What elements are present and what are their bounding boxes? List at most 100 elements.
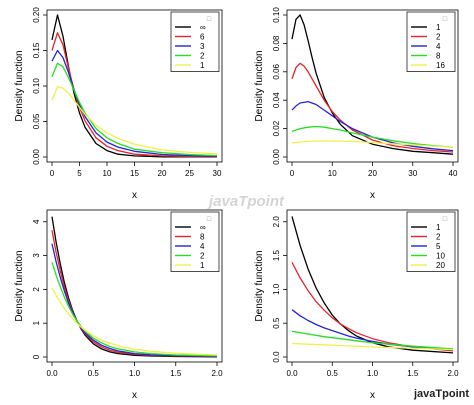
y-tick-label: 1.5: [272, 249, 281, 261]
y-tick-label: 4: [32, 219, 41, 224]
y-tick-label: 0.06: [272, 63, 281, 79]
legend-entry: 2: [436, 233, 441, 242]
y-axis-label: Density function: [254, 50, 265, 121]
x-tick-label: 1.0: [129, 369, 141, 378]
legend-entry: 20: [436, 261, 445, 270]
series-line-1: [51, 86, 218, 155]
y-tick-label: 0.0: [272, 351, 281, 363]
x-axis-label: x: [370, 190, 375, 201]
y-tick-label: 0.15: [32, 42, 41, 58]
series-line-6: [51, 32, 218, 158]
series-line-2: [291, 262, 454, 352]
series-line-2: [51, 62, 218, 157]
chart-panel-top-left: 0 5 10 15 20 25 30 0.00 0.05 0.10 0.15 0.20 x Density…: [14, 7, 223, 201]
legend-entry: 4: [200, 242, 205, 251]
series-line-4: [51, 243, 218, 357]
series-line-16: [291, 140, 454, 148]
x-tick-label: 0: [50, 169, 55, 178]
series-line-3: [51, 49, 218, 157]
y-tick-label: 0.00: [32, 149, 41, 165]
x-tick-label: 0.0: [46, 369, 58, 378]
legend-entry: ∞: [200, 23, 206, 32]
legend-entry: 2: [200, 52, 205, 61]
y-tick-label: 1: [32, 320, 41, 325]
legend-entry: 2: [436, 33, 441, 42]
legend-entry: 1: [200, 61, 205, 70]
x-tick-label: 0: [290, 169, 295, 178]
y-tick-label: 2.0: [272, 216, 281, 228]
legend-box: [170, 11, 220, 72]
y-tick-label: 0: [32, 354, 41, 359]
x-tick-label: 40: [449, 169, 458, 178]
chart-panel-bottom-right: 0.0 0.5 1.0 1.5 2.0 0.0 0.5 1.0 1.5 2.0 x Density f…: [254, 209, 459, 401]
series-line-4: [291, 100, 454, 152]
series-line-10: [291, 330, 454, 350]
x-tick-label: 1.5: [407, 369, 419, 378]
x-tick-label: 25: [185, 169, 194, 178]
y-tick-label: 0.20: [32, 7, 41, 23]
series-line-20: [291, 342, 454, 351]
x-tick-label: 1.0: [367, 369, 379, 378]
x-tick-label: 2.0: [447, 369, 459, 378]
legend-box: [170, 211, 220, 272]
y-tick-label: 0.5: [272, 317, 281, 329]
x-tick-label: 0.5: [327, 369, 339, 378]
legend-box: [406, 211, 456, 272]
series-line-1: [51, 287, 218, 356]
legend-entry: 10: [436, 252, 445, 261]
x-tick-label: 30: [213, 169, 222, 178]
y-axis-label: Density function: [14, 50, 25, 121]
series-line-∞: [51, 14, 218, 158]
legend-title: □: [207, 216, 212, 223]
x-tick-label: 15: [130, 169, 139, 178]
legend-title: □: [443, 216, 448, 223]
x-tick-label: 10: [328, 169, 337, 178]
x-tick-label: 30: [408, 169, 417, 178]
x-axis-label: x: [132, 390, 137, 401]
x-axis-label: x: [370, 390, 375, 401]
legend-entry: ∞: [200, 223, 206, 232]
watermark-center: javaTpoint: [209, 193, 285, 210]
x-tick-label: 20: [158, 169, 167, 178]
legend-entry: 3: [200, 42, 205, 51]
y-tick-label: 2: [32, 287, 41, 292]
legend-entry: 2: [200, 252, 205, 261]
series-line-2: [51, 262, 218, 357]
legend-title: □: [207, 16, 212, 23]
y-tick-label: 1.0: [272, 283, 281, 295]
y-tick-label: 0.05: [32, 113, 41, 129]
legend-box: [406, 11, 456, 72]
y-tick-label: 0.02: [272, 120, 281, 136]
series-line-2: [291, 62, 454, 153]
legend-title: □: [443, 16, 448, 23]
legend-entry: 1: [200, 261, 205, 270]
x-tick-label: 0.5: [88, 369, 100, 378]
watermark-corner-logo: javaTpoint: [414, 388, 470, 400]
y-axis-label: Density function: [254, 250, 265, 321]
y-tick-label: 0.08: [272, 35, 281, 51]
legend-entry: 1: [436, 223, 441, 232]
chart-panel-top-right: 0 10 20 30 40 0.00 0.02 0.04 0.06 0.08 0.10 x Densit…: [254, 7, 459, 201]
legend-entry: 16: [436, 61, 445, 70]
y-tick-label: 0.10: [32, 78, 41, 94]
legend-entry: 6: [200, 33, 205, 42]
x-axis-label: x: [132, 190, 137, 201]
y-axis-label: Density function: [14, 250, 25, 321]
legend-entry: 4: [436, 42, 441, 51]
y-tick-label: 3: [32, 253, 41, 258]
legend-entry: 8: [200, 233, 205, 242]
x-tick-label: 1.5: [170, 369, 182, 378]
series-line-∞: [51, 216, 218, 358]
y-tick-label: 0.04: [272, 92, 281, 108]
legend-entry: 8: [436, 52, 441, 61]
y-tick-label: 0.00: [272, 149, 281, 165]
x-tick-label: 10: [103, 169, 112, 178]
legend-entry: 5: [436, 242, 441, 251]
series-line-8: [291, 125, 454, 148]
x-tick-label: 20: [368, 169, 377, 178]
y-tick-label: 0.10: [272, 7, 281, 23]
x-tick-label: 5: [77, 169, 82, 178]
legend-entry: 1: [436, 23, 441, 32]
